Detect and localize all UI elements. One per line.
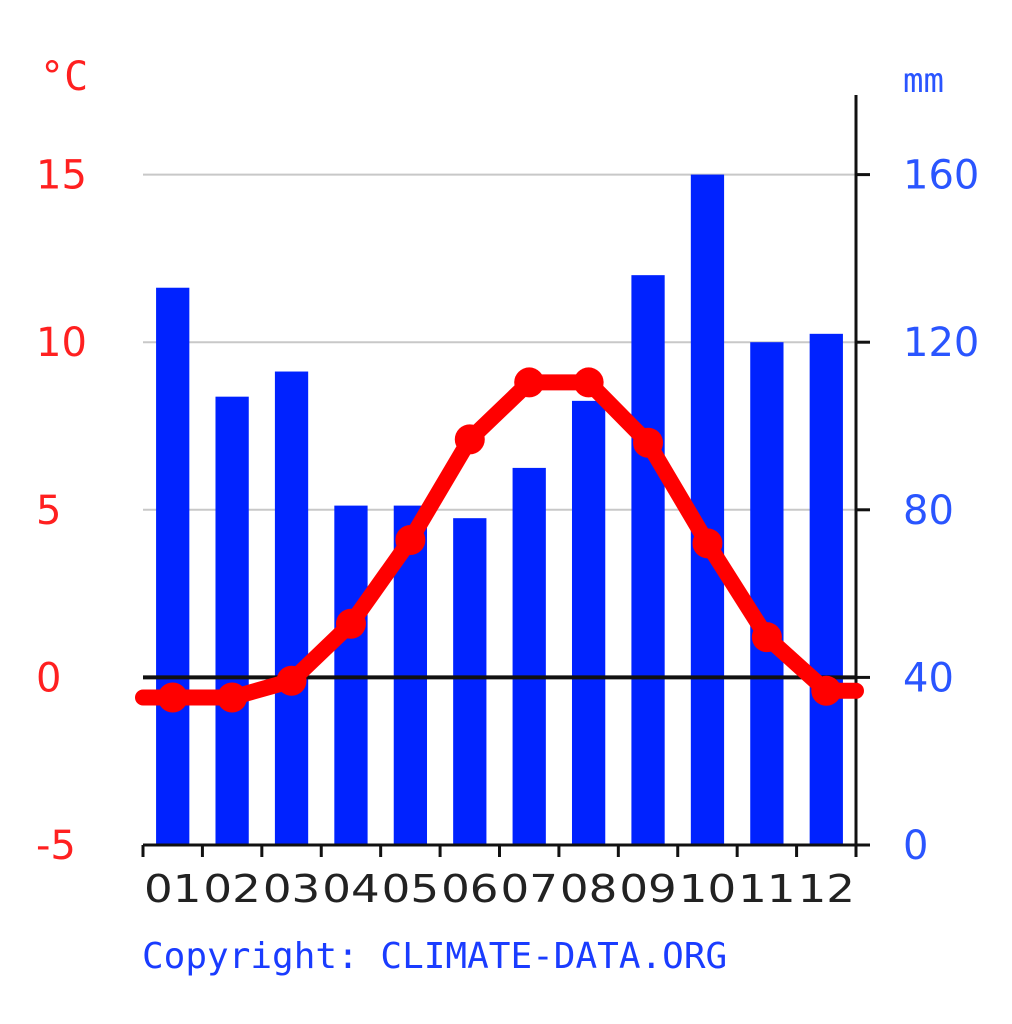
temperature-point xyxy=(395,524,426,555)
precipitation-tick-label: 80 xyxy=(903,488,954,534)
precipitation-bar xyxy=(334,505,368,845)
temperature-tick-label: 10 xyxy=(36,320,87,366)
month-tick-label: 02 xyxy=(203,867,260,911)
month-tick-label: 04 xyxy=(322,867,379,911)
temperature-point xyxy=(811,675,842,706)
precipitation-bar xyxy=(512,467,546,845)
temperature-point xyxy=(692,528,723,559)
precipitation-tick-label: 160 xyxy=(903,153,979,199)
axes xyxy=(141,95,870,857)
temperature-tick-label: 5 xyxy=(36,488,61,534)
month-tick-label: 07 xyxy=(501,867,558,911)
precipitation-bar xyxy=(631,275,665,845)
month-tick-label: 09 xyxy=(619,867,676,911)
precipitation-bar xyxy=(571,400,606,845)
copyright-footer: Copyright: CLIMATE-DATA.ORG xyxy=(142,936,727,977)
temperature-point xyxy=(276,665,307,696)
month-tick-label: 12 xyxy=(798,867,855,911)
precipitation-tick-label: 40 xyxy=(903,655,954,701)
month-tick-label: 01 xyxy=(144,867,201,911)
temperature-point xyxy=(335,608,366,639)
month-tick-label: 03 xyxy=(263,867,320,911)
temperature-line-path xyxy=(135,374,864,706)
precipitation-unit-label: mm xyxy=(903,61,944,101)
month-tick-label: 11 xyxy=(738,867,795,911)
grid-lines xyxy=(143,173,856,511)
precipitation-bar xyxy=(215,396,249,845)
precipitation-bar xyxy=(809,333,843,845)
precipitation-bar xyxy=(453,518,487,845)
temperature-unit-label: °C xyxy=(40,54,88,100)
precipitation-bar xyxy=(750,342,784,845)
precipitation-bar xyxy=(156,287,190,846)
temperature-point xyxy=(454,424,485,455)
temperature-tick-label: -5 xyxy=(36,823,76,869)
month-tick-label: 10 xyxy=(679,867,736,911)
temperature-tick-label: 0 xyxy=(36,655,61,701)
month-tick-label: 06 xyxy=(441,867,498,911)
temperature-line xyxy=(135,367,864,713)
precipitation-bar xyxy=(274,371,309,845)
month-tick-label: 05 xyxy=(382,867,439,911)
temperature-point xyxy=(573,367,604,398)
temperature-point xyxy=(514,367,545,398)
temperature-tick-label: 15 xyxy=(36,153,87,199)
precipitation-tick-label: 120 xyxy=(903,320,979,366)
temperature-point xyxy=(217,682,248,713)
temperature-point xyxy=(751,622,782,653)
temperature-point xyxy=(633,427,664,458)
precipitation-tick-label: 0 xyxy=(903,823,928,869)
temperature-point xyxy=(157,682,188,713)
month-tick-label: 08 xyxy=(560,867,617,911)
